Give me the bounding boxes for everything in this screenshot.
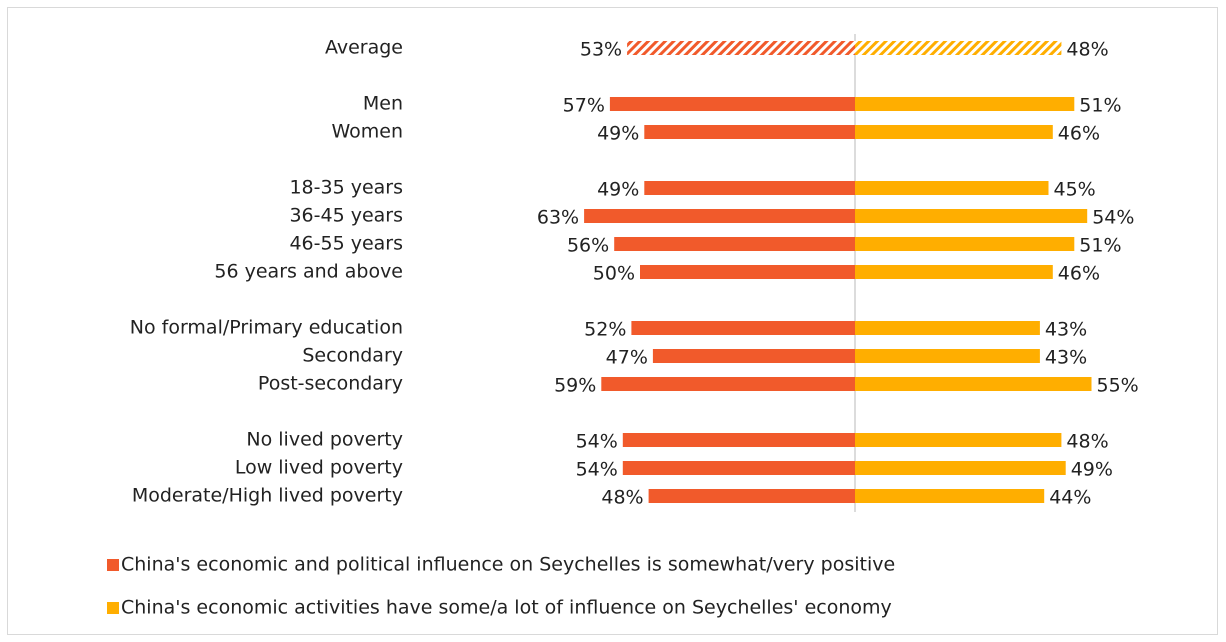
legend-label: China's economic and political influence… <box>121 554 895 576</box>
bar <box>622 433 855 447</box>
value-label: 51% <box>1079 95 1121 117</box>
bar <box>640 265 855 279</box>
value-label: 56% <box>567 235 609 257</box>
value-label: 55% <box>1097 375 1139 397</box>
value-label: 52% <box>584 319 626 341</box>
bar <box>644 125 855 139</box>
bar <box>627 41 855 55</box>
value-label: 46% <box>1058 123 1100 145</box>
category-label: 18-35 years <box>289 177 403 199</box>
category-label: Men <box>363 93 403 115</box>
value-label: 54% <box>1092 207 1134 229</box>
bar <box>855 321 1040 335</box>
bar <box>855 41 1062 55</box>
category-label: Moderate/High lived poverty <box>132 485 403 507</box>
value-label: 44% <box>1049 487 1091 509</box>
value-label: 43% <box>1045 347 1087 369</box>
value-label: 63% <box>537 207 579 229</box>
bar <box>855 265 1053 279</box>
bar <box>601 377 855 391</box>
legend-swatch <box>107 559 119 571</box>
bar <box>855 377 1092 391</box>
bar <box>855 349 1040 363</box>
category-label: Secondary <box>302 345 403 367</box>
value-label: 50% <box>593 263 635 285</box>
bar <box>614 237 855 251</box>
value-label: 48% <box>1066 431 1108 453</box>
category-label: Low lived poverty <box>235 457 403 479</box>
bar <box>622 461 855 475</box>
category-label: 46-55 years <box>289 233 403 255</box>
category-label: Women <box>331 121 403 143</box>
value-label: 49% <box>597 179 639 201</box>
value-label: 54% <box>576 431 618 453</box>
bar <box>648 489 855 503</box>
legend-label: China's economic activities have some/a … <box>121 597 892 619</box>
value-label: 54% <box>576 459 618 481</box>
value-label: 47% <box>606 347 648 369</box>
bar <box>855 209 1088 223</box>
value-label: 53% <box>580 39 622 61</box>
bar <box>584 209 855 223</box>
category-label: No lived poverty <box>246 429 403 451</box>
value-label: 45% <box>1054 179 1096 201</box>
category-label: No formal/Primary education <box>130 317 403 339</box>
bar <box>855 461 1066 475</box>
value-label: 49% <box>597 123 639 145</box>
bar <box>855 489 1045 503</box>
value-label: 51% <box>1079 235 1121 257</box>
category-label: 56 years and above <box>214 261 403 283</box>
bar <box>855 237 1075 251</box>
bar <box>855 433 1062 447</box>
bar <box>609 97 855 111</box>
category-label: Average <box>325 37 403 59</box>
category-label: Post-secondary <box>258 373 403 395</box>
bar <box>631 321 855 335</box>
bar <box>644 181 855 195</box>
value-label: 49% <box>1071 459 1113 481</box>
value-label: 43% <box>1045 319 1087 341</box>
bar <box>652 349 855 363</box>
legend-swatch <box>107 602 119 614</box>
value-label: 46% <box>1058 263 1100 285</box>
bar <box>855 181 1049 195</box>
value-label: 57% <box>563 95 605 117</box>
value-label: 48% <box>1066 39 1108 61</box>
value-label: 59% <box>554 375 596 397</box>
category-label: 36-45 years <box>289 205 403 227</box>
value-label: 48% <box>601 487 643 509</box>
bar <box>855 125 1053 139</box>
bar <box>855 97 1075 111</box>
